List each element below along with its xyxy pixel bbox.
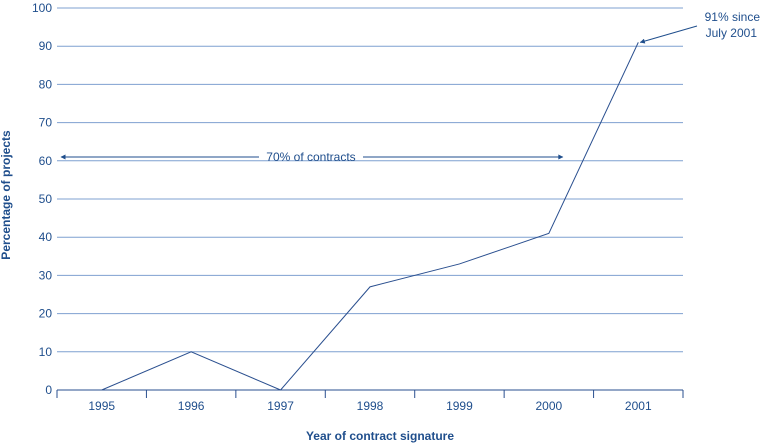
y-tick-label: 60 <box>39 154 53 168</box>
point-annotation: 91% since July 2001 <box>640 10 760 42</box>
point-arrow <box>640 26 697 42</box>
y-tick-label: 10 <box>39 345 53 359</box>
x-tick-label: 2001 <box>625 399 652 413</box>
y-tick-label: 90 <box>39 39 53 53</box>
y-tick-label: 100 <box>32 1 52 15</box>
y-tick-label: 0 <box>45 383 52 397</box>
series-line <box>102 42 639 390</box>
y-tick-label: 20 <box>39 307 53 321</box>
range-annotation-text: 70% of contracts <box>266 150 355 164</box>
range-annotation: 70% of contracts <box>61 150 563 164</box>
point-annotation-line1: 91% since <box>705 10 761 24</box>
y-tick-label: 50 <box>39 192 53 206</box>
y-tick-label: 80 <box>39 77 53 91</box>
x-tick-label: 1995 <box>88 399 115 413</box>
x-tick-label: 2000 <box>536 399 563 413</box>
x-tick-label: 1996 <box>178 399 205 413</box>
x-tick-label: 1999 <box>446 399 473 413</box>
x-tick-label: 1997 <box>267 399 294 413</box>
point-annotation-line2: July 2001 <box>706 26 758 40</box>
y-axis-label: Percentage of projects <box>0 130 13 260</box>
x-axis-label: Year of contract signature <box>306 429 454 443</box>
y-tick-label: 70 <box>39 116 53 130</box>
y-tick-label: 40 <box>39 230 53 244</box>
y-tick-label: 30 <box>39 268 53 282</box>
x-tick-label: 1998 <box>357 399 384 413</box>
